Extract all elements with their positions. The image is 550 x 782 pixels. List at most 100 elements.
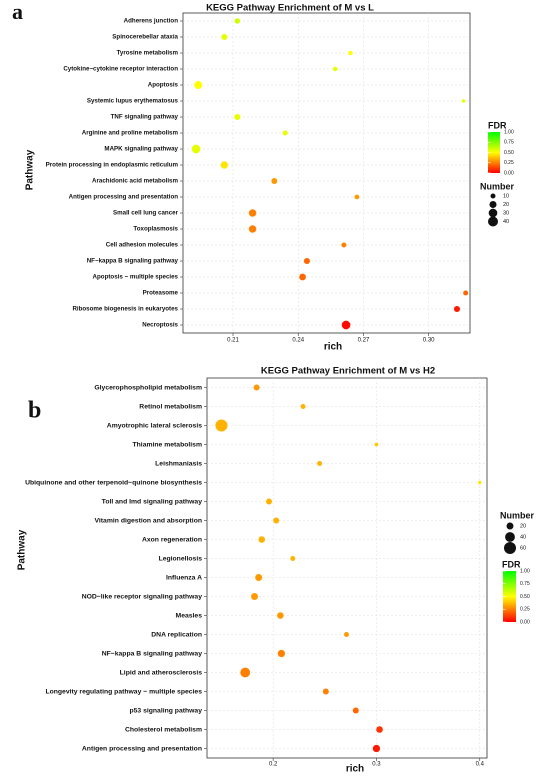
point xyxy=(322,688,329,695)
y-tick-label: Apoptosis − multiple species xyxy=(93,274,179,281)
colorbar-label: 0.00 xyxy=(520,619,530,625)
colorbar-label: 0.25 xyxy=(504,160,514,166)
point xyxy=(303,257,310,265)
y-tick-label: Longevity regulating pathway − multiple … xyxy=(45,688,202,695)
legend-title: FDR xyxy=(502,559,521,569)
point xyxy=(478,480,482,485)
point xyxy=(248,209,257,217)
legend-point xyxy=(489,200,497,209)
x-tick-label: 0.21 xyxy=(227,338,239,344)
legend-point xyxy=(490,193,496,199)
point xyxy=(258,536,266,543)
y-tick-label: Adherens junction xyxy=(124,18,179,25)
plot-area xyxy=(182,12,471,334)
chart-title: KEGG Pathway Enrichment of M vs H2 xyxy=(261,366,435,377)
point xyxy=(265,498,272,505)
y-tick-label: Axon regeneration xyxy=(142,536,202,543)
point xyxy=(277,612,284,619)
point xyxy=(463,290,469,296)
legend-title: Number xyxy=(500,510,535,520)
y-tick-label: Amyotrophic lateral sclerosis xyxy=(107,422,202,429)
legend-label: 60 xyxy=(520,545,526,551)
legend-point xyxy=(505,532,515,542)
point xyxy=(341,320,351,330)
y-tick-label: Retinol metabolism xyxy=(139,403,202,410)
x-tick-label: 0.2 xyxy=(269,762,278,768)
point xyxy=(220,161,229,169)
x-axis-label: rich xyxy=(324,342,342,353)
point xyxy=(191,144,201,154)
x-tick-label: 0.4 xyxy=(476,762,485,768)
legend-label: 10 xyxy=(503,193,509,199)
legend-label: 20 xyxy=(503,202,509,208)
y-tick-label: Ubiquinone and other terpenoid−quinone b… xyxy=(25,479,202,486)
y-tick-label: Antigen processing and presentation xyxy=(82,745,202,752)
colorbar-label: 0.75 xyxy=(520,581,530,587)
y-tick-label: NOD−like receptor signaling pathway xyxy=(82,593,203,600)
panel-label: b xyxy=(28,398,41,424)
y-axis-label: Pathway xyxy=(17,529,28,570)
point xyxy=(300,404,306,409)
legend-label: 40 xyxy=(520,534,526,540)
x-tick-label: 0.30 xyxy=(423,338,435,344)
colorbar-label: 0.25 xyxy=(520,607,530,613)
panel-label: a xyxy=(12,0,23,24)
legend-point xyxy=(488,208,498,218)
point xyxy=(341,242,347,248)
x-axis-label: rich xyxy=(346,764,364,775)
point xyxy=(240,667,251,678)
point xyxy=(461,99,466,103)
legend-title: Number xyxy=(480,181,515,191)
y-tick-label: Antigen processing and presentation xyxy=(69,194,179,201)
point xyxy=(251,593,258,600)
y-axis-label: Pathway xyxy=(25,149,36,190)
y-tick-label: Spinocerebellar ataxia xyxy=(112,34,178,41)
point xyxy=(344,632,349,637)
y-tick-label: Tyrosine metabolism xyxy=(117,50,179,57)
colorbar-label: 0.50 xyxy=(504,150,514,156)
y-tick-label: Toxoplasmosis xyxy=(133,226,178,233)
y-tick-label: Arginine and proline metabolism xyxy=(82,130,179,137)
legend-label: 30 xyxy=(503,210,509,216)
colorbar-label: 0.75 xyxy=(504,140,514,146)
legend-label: 20 xyxy=(520,523,526,529)
point xyxy=(253,384,260,391)
legend-point xyxy=(488,216,498,227)
y-tick-label: Protein processing in endoplasmic reticu… xyxy=(46,162,179,169)
colorbar-label: 0.00 xyxy=(504,170,514,176)
legend-title: FDR xyxy=(488,120,507,130)
y-tick-label: p53 signaling pathway xyxy=(129,707,202,714)
point xyxy=(332,66,338,72)
y-tick-label: TNF signaling pathway xyxy=(111,114,179,121)
x-tick-label: 0.27 xyxy=(358,338,370,344)
legend-label: 40 xyxy=(503,219,509,225)
point xyxy=(234,18,241,24)
point xyxy=(234,113,241,121)
y-tick-label: Arachidonic acid metabolism xyxy=(92,178,178,185)
chart-title: KEGG Pathway Enrichment of M vs L xyxy=(206,3,374,14)
y-tick-label: Cell adhesion molecules xyxy=(106,242,179,249)
y-tick-label: Legionellosis xyxy=(159,555,203,562)
y-tick-label: NF−kappa B signaling pathway xyxy=(87,258,179,265)
y-tick-label: Measles xyxy=(176,612,203,619)
y-tick-label: Cytokine−cytokine receptor interaction xyxy=(63,66,178,73)
y-tick-label: MAPK signaling pathway xyxy=(104,146,178,153)
point xyxy=(248,225,257,233)
point xyxy=(354,194,360,200)
y-tick-label: Influenza A xyxy=(166,574,202,581)
point xyxy=(290,556,296,561)
point xyxy=(221,33,228,41)
y-tick-label: Vitamin digestion and absorption xyxy=(95,517,203,524)
y-tick-label: Lipid and atherosclerosis xyxy=(120,669,203,676)
y-tick-label: Leishmaniasis xyxy=(155,460,202,467)
x-tick-label: 0.24 xyxy=(292,338,304,344)
y-tick-label: Thiamine metabolism xyxy=(133,441,203,448)
point xyxy=(271,178,278,184)
colorbar-label: 1.00 xyxy=(520,568,530,574)
point xyxy=(299,273,306,281)
point xyxy=(194,81,203,89)
point xyxy=(348,50,353,56)
point xyxy=(453,305,461,313)
